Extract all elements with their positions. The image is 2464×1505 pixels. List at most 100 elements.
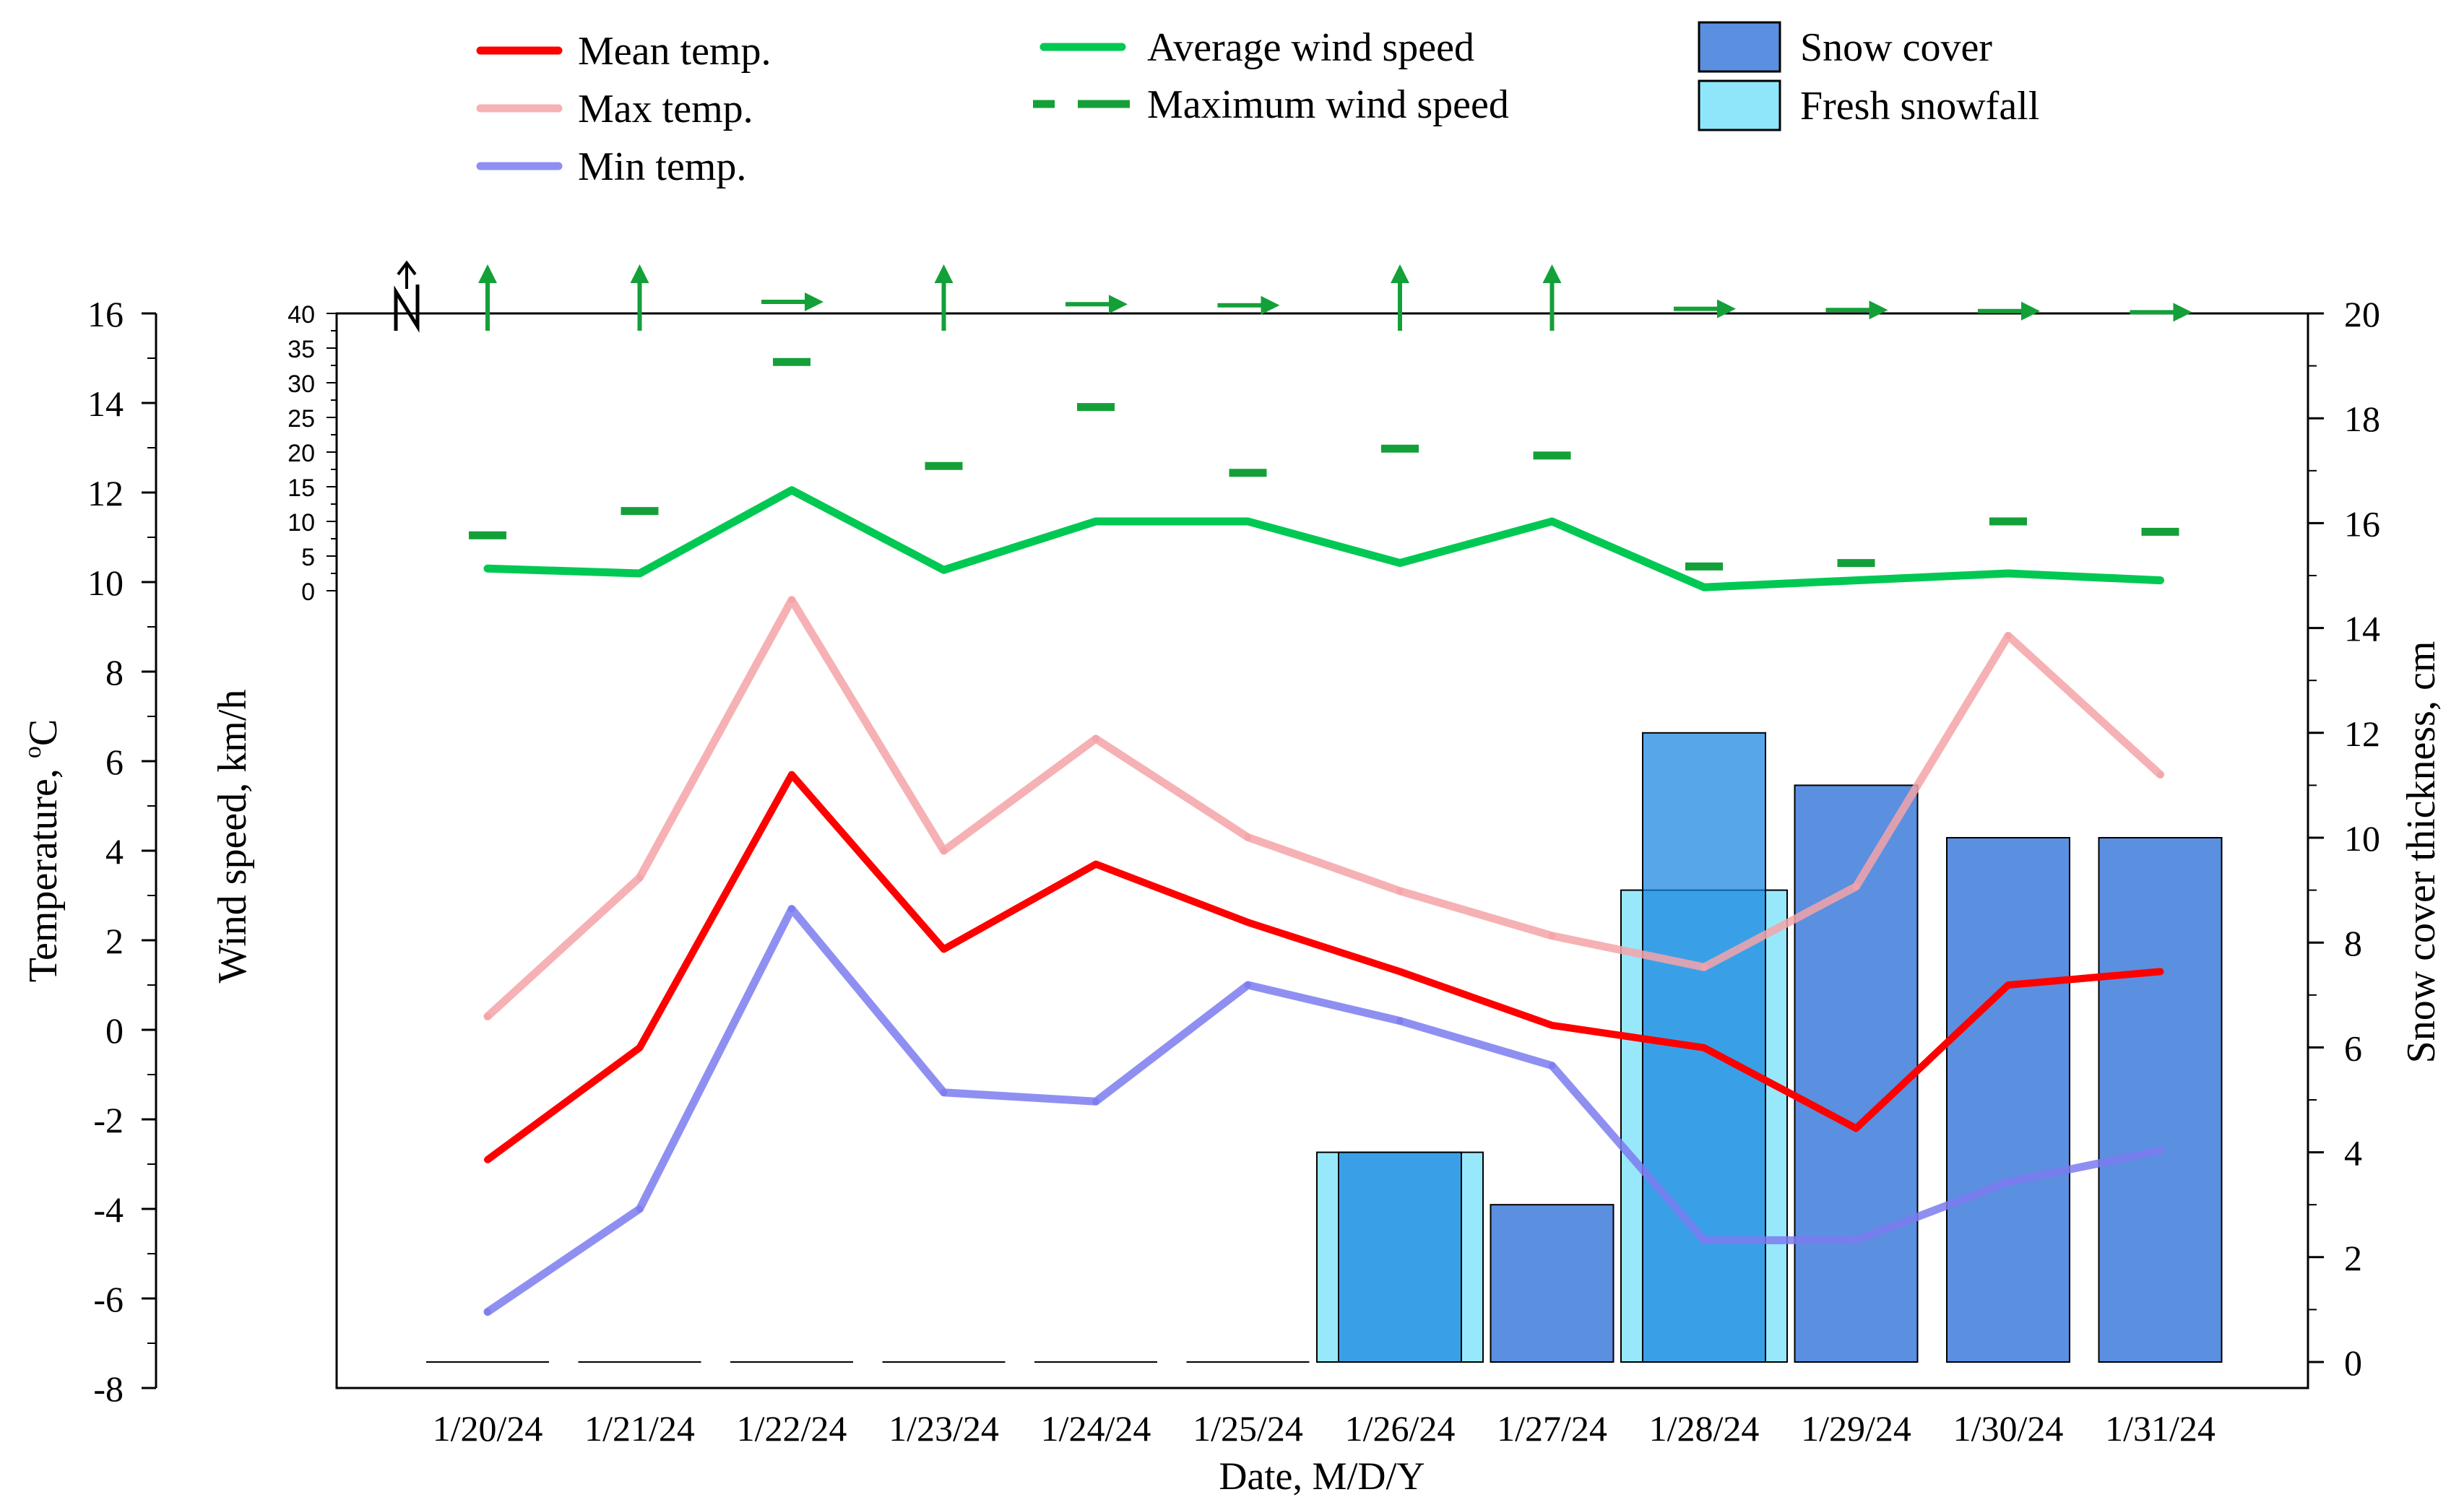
mean-temp-line-point — [1396, 968, 1404, 975]
max-temp-line-point — [2156, 771, 2164, 778]
date-tick-label: 1/20/24 — [433, 1408, 543, 1449]
max-temp-line-point — [1548, 932, 1556, 940]
date-tick-label: 1/22/24 — [737, 1408, 847, 1449]
date-tick-label: 1/27/24 — [1497, 1408, 1607, 1449]
wind-direction-arrow-east — [2130, 303, 2192, 322]
max-temp-line-point — [2005, 632, 2012, 640]
date-tick-label: 1/31/24 — [2105, 1408, 2216, 1449]
temperature-tick-label: -2 — [93, 1100, 124, 1140]
wind-direction-arrow-north — [934, 264, 954, 331]
temperature-tick-label: 8 — [105, 652, 124, 693]
mean-temp-line-point — [1092, 861, 1099, 868]
average-wind-line-point — [1852, 576, 1860, 584]
legend-average-wind-label: Average wind speed — [1147, 25, 1474, 70]
wind-tick-label: 10 — [288, 509, 315, 537]
wind-direction-arrow-north — [1542, 264, 1562, 331]
average-wind-line — [483, 486, 2164, 591]
min-temp-line-point — [2156, 1147, 2164, 1155]
wind-direction-arrow-east — [1825, 300, 1888, 320]
mean-temp-line-point — [1245, 919, 1251, 926]
average-wind-line-point — [1092, 518, 1099, 525]
snow-tick-label: 20 — [2344, 294, 2380, 334]
snow-tick-label: 6 — [2344, 1028, 2362, 1068]
max-temp-line-point — [1092, 735, 1099, 742]
mean-temp-line-point — [941, 945, 947, 953]
snow-cover-bar — [2098, 837, 2223, 1363]
temperature-tick-label: -4 — [93, 1189, 124, 1230]
legend-snow-cover-swatch — [1698, 21, 1781, 73]
max-temp-line-point — [1852, 882, 1860, 890]
temperature-tick-label: 4 — [105, 831, 124, 872]
wind-tick-label: 30 — [288, 370, 315, 398]
max-temp-line-point — [484, 1012, 491, 1020]
date-tick-label: 1/25/24 — [1193, 1408, 1303, 1449]
temperature-tick-label: -8 — [93, 1369, 124, 1409]
snow-cover-bar — [1794, 784, 1919, 1363]
average-wind-line-point — [2156, 576, 2164, 584]
average-wind-line-point — [1700, 584, 1708, 591]
snow-cover-bar — [1946, 837, 2070, 1363]
date-tick-label: 1/30/24 — [1953, 1408, 2064, 1449]
date-tick-label: 1/26/24 — [1345, 1408, 1456, 1449]
wind-direction-arrow-north — [1391, 264, 1409, 331]
snow-axis-title: Snow cover thickness, cm — [2399, 641, 2444, 1064]
mean-temp-line-point — [484, 1156, 491, 1163]
snow-cover-bar — [1338, 1151, 1462, 1363]
wind-tick-label: 35 — [288, 336, 315, 363]
wind-direction-arrow-east — [1065, 295, 1128, 314]
snow-tick-label: 14 — [2344, 609, 2380, 649]
temperature-tick-label: 12 — [87, 473, 124, 513]
wind-axis-title: Wind speed, km/h — [210, 690, 255, 984]
mean-temp-line — [484, 771, 2164, 1163]
date-tick-label: 1/21/24 — [584, 1408, 695, 1449]
wind-tick-label: 15 — [288, 474, 315, 502]
max-temp-line-point — [1244, 833, 1252, 841]
date-tick-label: 1/24/24 — [1041, 1408, 1151, 1449]
max-temp-line-point — [940, 847, 948, 854]
max-temp-line-point — [788, 596, 795, 604]
temperature-tick-label: 6 — [105, 742, 124, 782]
min-temp-line-point — [1548, 1062, 1556, 1070]
max-temp-line-point — [1396, 887, 1404, 895]
wind-direction-arrow-east — [1674, 299, 1736, 318]
average-wind-line-point — [940, 566, 948, 574]
max-temp-line-point — [1700, 963, 1708, 971]
legend-max-wind-label: Maximum wind speed — [1147, 82, 1509, 127]
snow-tick-label: 4 — [2344, 1133, 2362, 1174]
legend-snow-cover-label: Snow cover — [1800, 25, 1992, 70]
wind-tick-label: 5 — [301, 544, 315, 571]
date-tick-label: 1/23/24 — [889, 1408, 999, 1449]
snow-tick-label: 0 — [2344, 1343, 2362, 1383]
max-temp-line — [483, 596, 2164, 1020]
min-temp-line-point — [1396, 1017, 1404, 1025]
wind-tick-label: 40 — [288, 301, 315, 329]
min-temp-line-point — [2005, 1178, 2012, 1186]
min-temp-line-point — [636, 1205, 644, 1213]
wind-tick-label: 25 — [288, 405, 315, 433]
average-wind-line-point — [2005, 570, 2012, 577]
snow-tick-label: 2 — [2344, 1238, 2362, 1278]
north-arrow-icon — [394, 260, 420, 333]
temperature-tick-label: -6 — [93, 1279, 124, 1319]
average-wind-line-point — [788, 486, 795, 494]
mean-temp-line-point — [2157, 968, 2163, 975]
min-temp-line-point — [484, 1308, 491, 1316]
min-temp-line-point — [1092, 1098, 1099, 1106]
legend-min-temp-label: Min temp. — [578, 144, 746, 189]
wind-tick-label: 20 — [288, 440, 315, 467]
min-temp-line — [483, 905, 2164, 1317]
min-temp-line-point — [940, 1088, 948, 1096]
average-wind-line-point — [1396, 559, 1404, 567]
mean-temp-line-point — [1700, 1044, 1708, 1051]
min-temp-line-point — [1244, 981, 1252, 989]
mean-temp-line-point — [1549, 1022, 1555, 1029]
snow-cover-bar — [1490, 1204, 1614, 1363]
legend-fresh-snowfall-swatch — [1698, 79, 1781, 131]
wind-direction-arrow-east — [1217, 295, 1280, 315]
mean-temp-line-point — [2005, 981, 2012, 989]
snow-tick-label: 18 — [2344, 399, 2380, 439]
temperature-axis-title: Temperature, oC — [20, 719, 66, 983]
plot-frame — [335, 312, 2309, 1389]
